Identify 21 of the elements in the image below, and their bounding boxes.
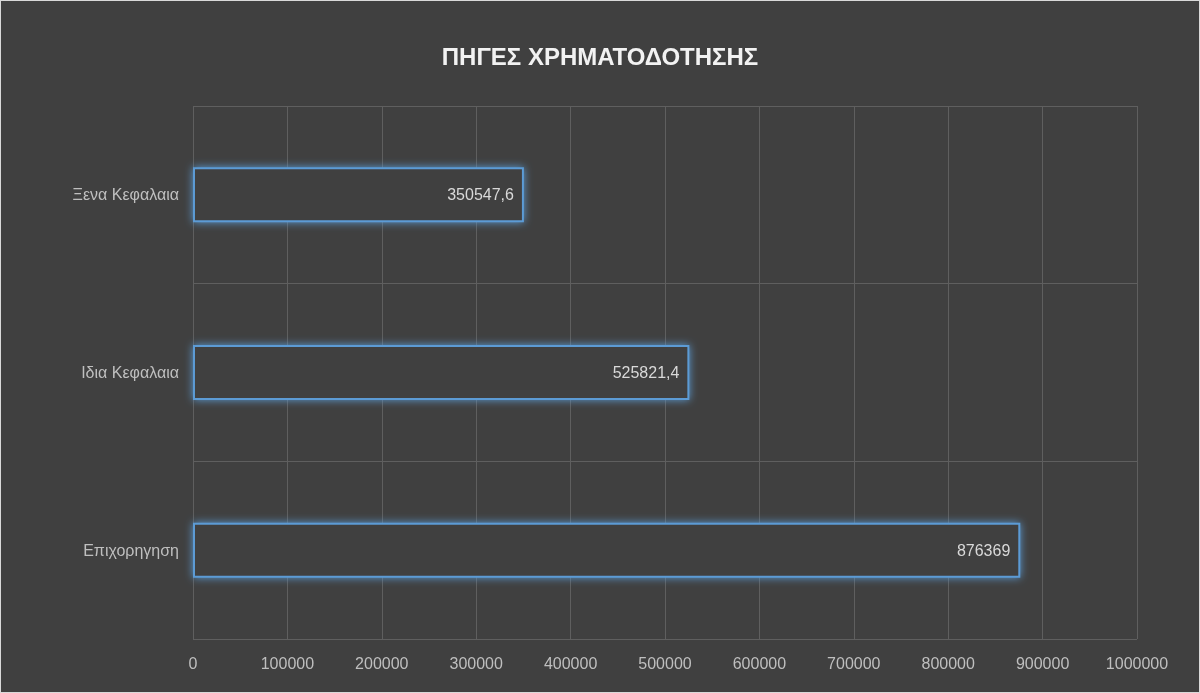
x-tick-label: 400000 bbox=[543, 654, 598, 672]
x-tick-label: 1000000 bbox=[1105, 654, 1169, 672]
bar bbox=[193, 344, 690, 401]
x-tick-label: 900000 bbox=[1015, 654, 1070, 672]
bar bbox=[193, 167, 524, 223]
x-tick-label: 200000 bbox=[355, 654, 409, 672]
x-tick-label: 100000 bbox=[260, 654, 315, 672]
data-label: 876369 bbox=[956, 541, 1011, 559]
x-tick-label: 600000 bbox=[732, 654, 787, 672]
y-tick-label: Ξενα Κεφαλαια bbox=[72, 186, 179, 204]
data-label: 350547,6 bbox=[447, 186, 515, 204]
chart-title: ΠΗΓΕΣ ΧΡΗΜΑΤΟΔΟΤΗΣΗΣ bbox=[441, 42, 759, 70]
x-tick-label: 500000 bbox=[638, 654, 692, 672]
x-tick-label: 700000 bbox=[827, 654, 881, 672]
x-tick-label: 0 bbox=[188, 654, 198, 672]
data-label: 525821,4 bbox=[612, 364, 680, 381]
y-tick-label: Ιδια Κεφαλαια bbox=[81, 364, 179, 381]
bar bbox=[193, 522, 1021, 578]
x-tick-label: 300000 bbox=[449, 654, 503, 672]
y-tick-label: Επιχορηγηση bbox=[83, 541, 179, 559]
x-tick-label: 800000 bbox=[921, 654, 975, 672]
